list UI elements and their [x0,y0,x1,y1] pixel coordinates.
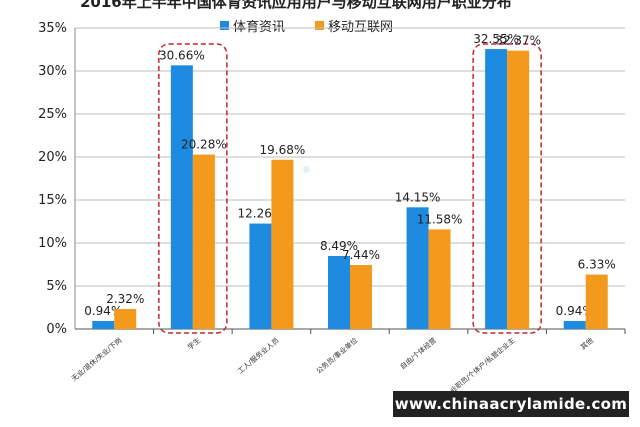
x-category-label: 工人/服务业人员 [236,336,281,376]
y-tick-label: 5% [46,279,67,294]
data-label: 11.58% [417,212,463,226]
chart-title: 2016年上半年中国体育资讯应用用户与移动互联网用户职业分布 [80,0,512,11]
site-watermark: www.chinaacrylamide.com [393,391,629,417]
legend-swatch-blue [220,21,229,30]
data-label: 2.32% [106,292,144,306]
y-tick-label: 30% [38,64,67,79]
legend-swatch-orange [315,21,324,30]
bar-sports-news [328,255,350,329]
x-category-label: 企业职员/个体户/私营企业主 [443,336,517,400]
data-label: 32.37% [495,34,541,48]
data-label: 6.33% [578,258,616,272]
x-category-label: 学生 [186,336,203,352]
data-label: 30.66% [159,48,205,62]
bar-sports-news [249,223,272,329]
data-label: 32.55% [473,32,519,46]
highlight-box [158,43,228,334]
y-tick-label: 15% [38,193,67,208]
data-label: 0.94% [556,304,594,318]
y-tick-label: 0% [46,322,67,337]
data-label: 19.68% [260,143,306,157]
bar-sports-news [170,65,193,329]
x-category-label: 公务员/事业单位 [314,336,359,376]
bar-sports-news [406,207,429,329]
bar-sports-news [485,49,508,329]
y-tick-label: 35% [38,21,67,36]
bar-mobile-internet [428,229,451,329]
bar-mobile-internet [192,154,215,329]
y-tick-label: 10% [38,236,67,251]
x-category-label: 无业/退休/失业/下岗 [69,336,123,383]
bar-mobile-internet [585,274,608,329]
highlight-box [472,43,542,334]
data-label: 7.44% [342,248,380,262]
data-label: 14.15% [395,190,441,204]
x-category-label: 自由/个体经营 [398,336,438,371]
bar-sports-news [563,320,586,329]
bar-mobile-internet [114,309,137,329]
x-category-label: 其他 [578,336,595,352]
bar-mobile-internet [271,159,294,329]
bar-mobile-internet [350,265,372,329]
bar-sports-news [92,320,115,329]
y-tick-label: 20% [38,150,67,165]
data-label: 8.49% [320,239,358,253]
y-tick-label: 25% [38,107,67,122]
bar-mobile-internet [507,50,530,329]
data-label: 0.94% [84,304,122,318]
data-label: 20.28% [181,138,227,152]
